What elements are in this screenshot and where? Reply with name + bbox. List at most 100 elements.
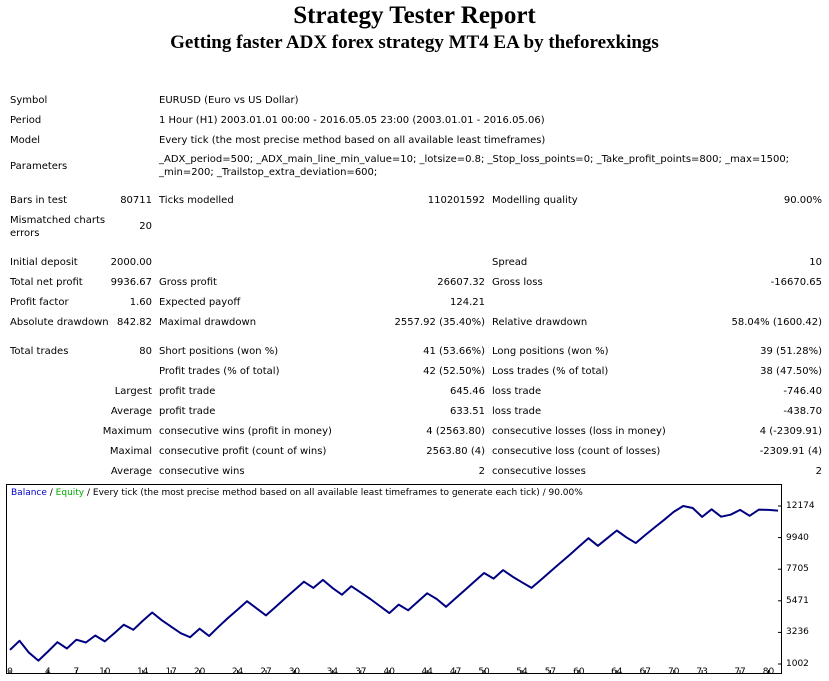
rel-drawdown-label: Relative drawdown <box>492 317 588 328</box>
x-tick-label: 67 <box>639 667 651 677</box>
cons-profit-label: consecutive profit (count of wins) <box>159 446 327 457</box>
cons-profit-value: 2563.80 (4) <box>426 446 485 457</box>
largest-profit-label: profit trade <box>159 386 216 397</box>
net-profit-label: Total net profit <box>10 277 83 288</box>
largest-loss-value: -746.40 <box>783 386 822 397</box>
quality-label: Modelling quality <box>492 195 578 206</box>
legend-description: / Every tick (the most precise method ba… <box>84 488 583 498</box>
cons-losses-value: 4 (-2309.91) <box>759 426 822 437</box>
chart-legend: Balance / Equity / Every tick (the most … <box>11 487 583 499</box>
profit-trades-value: 42 (52.50%) <box>423 366 485 377</box>
mismatch-value: 20 <box>139 221 152 232</box>
spread-value: 10 <box>809 257 822 268</box>
largest-loss-label: loss trade <box>492 386 542 397</box>
avg-cons-wins-label: consecutive wins <box>159 466 245 477</box>
legend-equity: Equity <box>55 488 85 498</box>
loss-trades-label: Loss trades (% of total) <box>492 366 609 377</box>
x-tick-label: 40 <box>383 667 395 677</box>
gross-profit-value: 26607.32 <box>437 277 485 288</box>
x-tick-label: 60 <box>573 667 585 677</box>
legend-separator: / <box>46 488 56 498</box>
max-drawdown-value: 2557.92 (35.40%) <box>394 317 485 328</box>
y-tick-label: 3236 <box>786 627 809 638</box>
loss-trades-value: 38 (47.50%) <box>760 366 822 377</box>
report-subtitle: Getting faster ADX forex strategy MT4 EA… <box>170 32 659 53</box>
long-positions-label: Long positions (won %) <box>492 346 609 357</box>
x-tick-label: 57 <box>544 667 557 677</box>
x-tick-label: 24 <box>231 667 244 677</box>
gross-loss-label: Gross loss <box>492 277 543 288</box>
bars-value: 80711 <box>120 195 152 206</box>
period-label: Period <box>10 115 42 126</box>
rel-drawdown-value: 58.04% (1600.42) <box>731 317 822 328</box>
x-tick-label: 27 <box>260 667 272 677</box>
report-title: Strategy Tester Report <box>293 2 536 29</box>
ticks-value: 110201592 <box>427 195 485 206</box>
largest-profit-value: 645.46 <box>450 386 485 397</box>
mismatch-label: Mismatched charts <box>10 215 106 226</box>
total-trades-label: Total trades <box>10 346 69 357</box>
net-profit-value: 9936.67 <box>110 277 152 288</box>
cons-loss-label: consecutive loss (count of losses) <box>492 446 661 457</box>
abs-drawdown-value: 842.82 <box>117 317 152 328</box>
x-tick-label: 34 <box>326 667 339 677</box>
maximal-label: Maximal <box>109 446 152 457</box>
legend-balance: Balance <box>11 488 47 498</box>
x-tick-label: 73 <box>696 667 708 677</box>
x-tick-label: 30 <box>288 667 301 677</box>
x-tick-label: 64 <box>611 667 623 677</box>
parameters-line-1: _ADX_period=500; _ADX_main_line_min_valu… <box>159 154 790 165</box>
x-tick-label: 20 <box>193 667 206 677</box>
y-tick-label: 1002 <box>786 659 809 669</box>
period-value: 1 Hour (H1) 2003.01.01 00:00 - 2016.05.0… <box>159 115 545 126</box>
average-loss-label: loss trade <box>492 406 542 417</box>
y-tick-label: 9940 <box>786 532 809 543</box>
profit-trades-label: Profit trades (% of total) <box>159 366 280 377</box>
average-cons-label: Average <box>110 466 152 477</box>
average-label: Average <box>110 406 152 417</box>
short-positions-value: 41 (53.66%) <box>423 346 485 357</box>
x-tick-label: 70 <box>667 667 680 677</box>
largest-label: Largest <box>114 386 152 397</box>
mismatch-label-2: errors <box>10 228 40 239</box>
cons-wins-label: consecutive wins (profit in money) <box>159 426 332 437</box>
x-tick-label: 77 <box>734 667 746 677</box>
parameters-line-2: _min=200; _Trailstop_extra_deviation=600… <box>159 167 378 178</box>
x-tick-label: 44 <box>421 667 433 677</box>
quality-value: 90.00% <box>783 195 822 206</box>
expected-payoff-label: Expected payoff <box>159 297 241 308</box>
avg-cons-wins-value: 2 <box>478 466 485 477</box>
spread-label: Spread <box>492 257 528 268</box>
deposit-label: Initial deposit <box>10 257 78 268</box>
bars-label: Bars in test <box>10 195 67 206</box>
max-drawdown-label: Maximal drawdown <box>159 317 257 328</box>
x-tick-label: 4 <box>45 667 51 677</box>
cons-wins-value: 4 (2563.80) <box>426 426 485 437</box>
expected-payoff-value: 124.21 <box>450 297 485 308</box>
symbol-value: EURUSD (Euro vs US Dollar) <box>159 95 299 106</box>
maximum-label: Maximum <box>102 426 152 437</box>
y-tick-label: 12174 <box>786 501 815 511</box>
short-positions-label: Short positions (won %) <box>159 346 279 357</box>
gross-loss-value: -16670.65 <box>770 277 822 288</box>
x-tick-label: 54 <box>516 667 528 677</box>
gross-profit-label: Gross profit <box>159 277 217 288</box>
avg-cons-losses-label: consecutive losses <box>492 466 586 477</box>
average-profit-label: profit trade <box>159 406 216 417</box>
x-tick-label: 10 <box>99 667 111 677</box>
deposit-value: 2000.00 <box>110 257 152 268</box>
average-loss-value: -438.70 <box>783 406 822 417</box>
avg-cons-losses-value: 2 <box>815 466 822 477</box>
parameters-label: Parameters <box>10 161 68 172</box>
x-tick-label: 80 <box>762 667 775 677</box>
model-label: Model <box>10 135 41 146</box>
profit-factor-value: 1.60 <box>129 297 152 308</box>
x-tick-label: 37 <box>355 667 367 677</box>
x-tick-label: 17 <box>165 667 177 677</box>
x-tick-label: 50 <box>478 667 490 677</box>
x-tick-label: 0 <box>7 667 13 677</box>
model-value: Every tick (the most precise method base… <box>159 135 546 146</box>
balance-line <box>9 505 779 662</box>
cons-loss-value: -2309.91 (4) <box>759 446 822 457</box>
